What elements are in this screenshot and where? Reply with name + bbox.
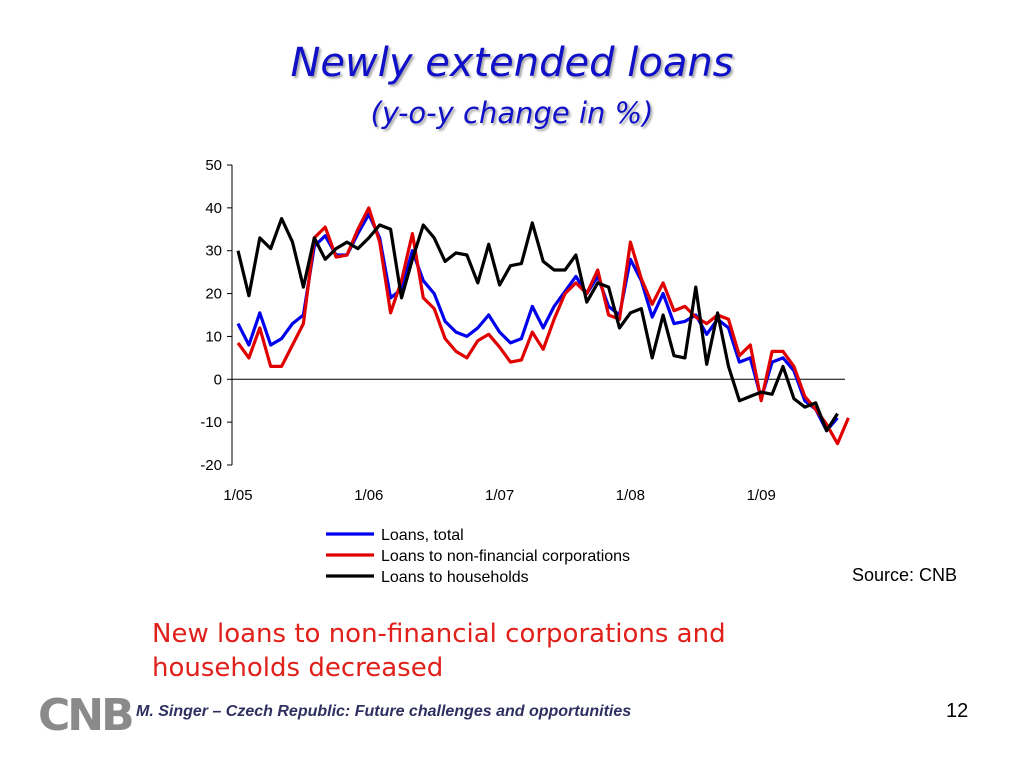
slide-subtitle: (y-o-y change in %) — [370, 96, 654, 130]
page-number: 12 — [946, 700, 969, 722]
y-tick-label: 30 — [205, 243, 222, 260]
y-tick-label: 0 — [214, 371, 222, 388]
x-tick-label: 1/05 — [223, 487, 252, 504]
y-tick-label: 40 — [205, 200, 222, 217]
y-tick-label: -10 — [200, 414, 222, 431]
chart-series — [236, 206, 850, 446]
series-line-0 — [236, 212, 839, 433]
series-line-2 — [236, 217, 839, 433]
x-tick-label: 1/09 — [747, 487, 776, 504]
source-note: Source: CNB — [852, 565, 958, 585]
slide-title: Newly extended loans — [290, 40, 734, 86]
y-tick-label: 50 — [205, 157, 222, 174]
chart-legend: Loans, total Loans to non-financial corpo… — [326, 527, 630, 586]
legend-label-0: Loans, total — [381, 527, 464, 544]
x-tick-label: 1/06 — [354, 487, 383, 504]
footer-text: M. Singer – Czech Republic: Future chall… — [136, 703, 632, 720]
conclusion-text: New loans to non-financial corporations … — [152, 619, 726, 683]
cnb-logo: CNB — [38, 690, 135, 741]
x-tick-label: 1/07 — [485, 487, 514, 504]
chart-axes — [231, 165, 845, 465]
y-tick-label: 20 — [205, 286, 222, 303]
legend-label-2: Loans to households — [381, 569, 529, 586]
series-line-1 — [236, 206, 850, 446]
y-tick-label: -20 — [200, 457, 222, 474]
chart-ticks: 50 40 30 20 10 0 -10 -201/05 1/06 1/07 1/08 1/09 — [200, 157, 775, 504]
legend-label-1: Loans to non-financial corporations — [381, 548, 630, 565]
x-tick-label: 1/08 — [616, 487, 645, 504]
line-chart: 50 40 30 20 10 0 -10 -201/05 1/06 1/07 1/08 1/09 Lo… — [200, 157, 850, 586]
y-tick-label: 10 — [205, 328, 222, 345]
